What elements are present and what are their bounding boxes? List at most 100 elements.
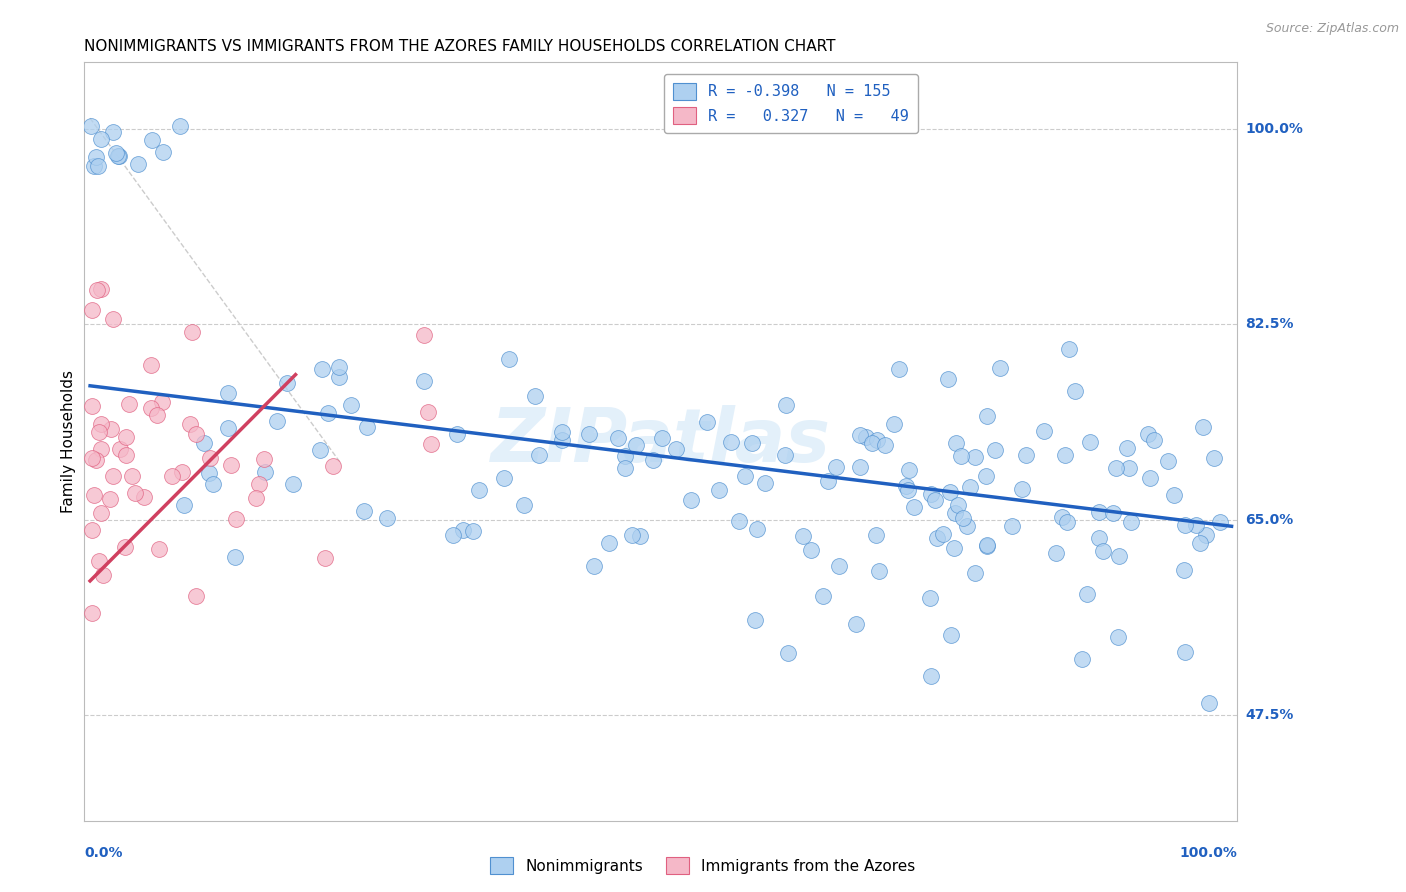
Point xyxy=(959,480,981,494)
Point xyxy=(607,431,630,445)
Point xyxy=(889,361,911,376)
Point xyxy=(825,460,848,475)
Point xyxy=(939,485,962,500)
Point xyxy=(744,613,766,627)
Point xyxy=(1174,518,1197,533)
Point xyxy=(1137,427,1160,442)
Point xyxy=(1163,488,1185,502)
Legend: Nonimmigrants, Immigrants from the Azores: Nonimmigrants, Immigrants from the Azore… xyxy=(484,851,922,880)
Point xyxy=(413,374,436,388)
Point xyxy=(727,514,749,528)
Point xyxy=(946,498,969,512)
Point xyxy=(87,159,110,173)
Point xyxy=(1116,442,1139,456)
Point xyxy=(90,417,112,431)
Point xyxy=(865,433,887,447)
Point xyxy=(614,450,637,464)
Point xyxy=(827,558,849,573)
Point xyxy=(1011,482,1033,496)
Point xyxy=(1078,435,1101,450)
Point xyxy=(180,325,202,339)
Point xyxy=(172,465,194,479)
Point xyxy=(173,498,195,512)
Point xyxy=(925,531,948,545)
Point xyxy=(527,448,550,462)
Point xyxy=(855,429,877,443)
Point xyxy=(849,460,872,475)
Point xyxy=(193,435,215,450)
Point xyxy=(217,386,239,401)
Point xyxy=(266,414,288,428)
Point xyxy=(1087,505,1109,519)
Point xyxy=(322,458,344,473)
Point xyxy=(412,327,434,342)
Point xyxy=(976,539,998,553)
Point xyxy=(114,540,136,554)
Point xyxy=(956,518,979,533)
Text: ZIPatlas: ZIPatlas xyxy=(491,405,831,478)
Point xyxy=(152,145,174,159)
Point xyxy=(1119,515,1142,529)
Point xyxy=(308,442,330,457)
Point xyxy=(754,475,776,490)
Point xyxy=(778,646,800,660)
Point xyxy=(1050,509,1073,524)
Point xyxy=(1015,448,1038,462)
Point xyxy=(775,398,797,412)
Text: 0.0%: 0.0% xyxy=(84,846,122,860)
Point xyxy=(114,448,136,462)
Point xyxy=(551,433,574,447)
Text: Source: ZipAtlas.com: Source: ZipAtlas.com xyxy=(1265,22,1399,36)
Point xyxy=(1056,515,1078,529)
Point xyxy=(920,669,942,683)
Point xyxy=(281,476,304,491)
Point xyxy=(1032,425,1054,439)
Point xyxy=(868,564,890,578)
Point xyxy=(1185,518,1208,533)
Point xyxy=(1088,531,1111,545)
Point xyxy=(132,490,155,504)
Point xyxy=(696,415,718,429)
Point xyxy=(883,417,905,432)
Point xyxy=(952,511,974,525)
Point xyxy=(1143,433,1166,447)
Point xyxy=(89,554,111,568)
Point xyxy=(245,491,267,506)
Point xyxy=(124,486,146,500)
Point xyxy=(247,477,270,491)
Point xyxy=(121,469,143,483)
Point xyxy=(160,469,183,483)
Point xyxy=(773,449,796,463)
Point xyxy=(217,421,239,435)
Point xyxy=(100,422,122,436)
Point xyxy=(418,405,440,419)
Point xyxy=(82,523,104,537)
Point xyxy=(461,524,484,539)
Point xyxy=(82,303,104,318)
Point xyxy=(598,535,620,549)
Point xyxy=(845,616,868,631)
Point xyxy=(932,527,955,541)
Point xyxy=(202,477,225,491)
Point xyxy=(720,435,742,450)
Point xyxy=(865,528,887,542)
Point xyxy=(441,528,464,542)
Point xyxy=(108,442,131,457)
Point xyxy=(87,425,110,439)
Point xyxy=(1071,651,1094,665)
Point xyxy=(420,437,443,451)
Point xyxy=(945,436,967,450)
Point xyxy=(101,311,124,326)
Point xyxy=(1202,451,1225,466)
Point xyxy=(1045,546,1067,560)
Point xyxy=(578,427,600,442)
Point xyxy=(117,397,139,411)
Point xyxy=(84,150,107,164)
Point xyxy=(139,358,162,372)
Point xyxy=(898,463,921,477)
Point xyxy=(104,145,127,160)
Point xyxy=(328,359,350,374)
Point xyxy=(84,453,107,467)
Point xyxy=(83,159,105,173)
Point xyxy=(148,542,170,557)
